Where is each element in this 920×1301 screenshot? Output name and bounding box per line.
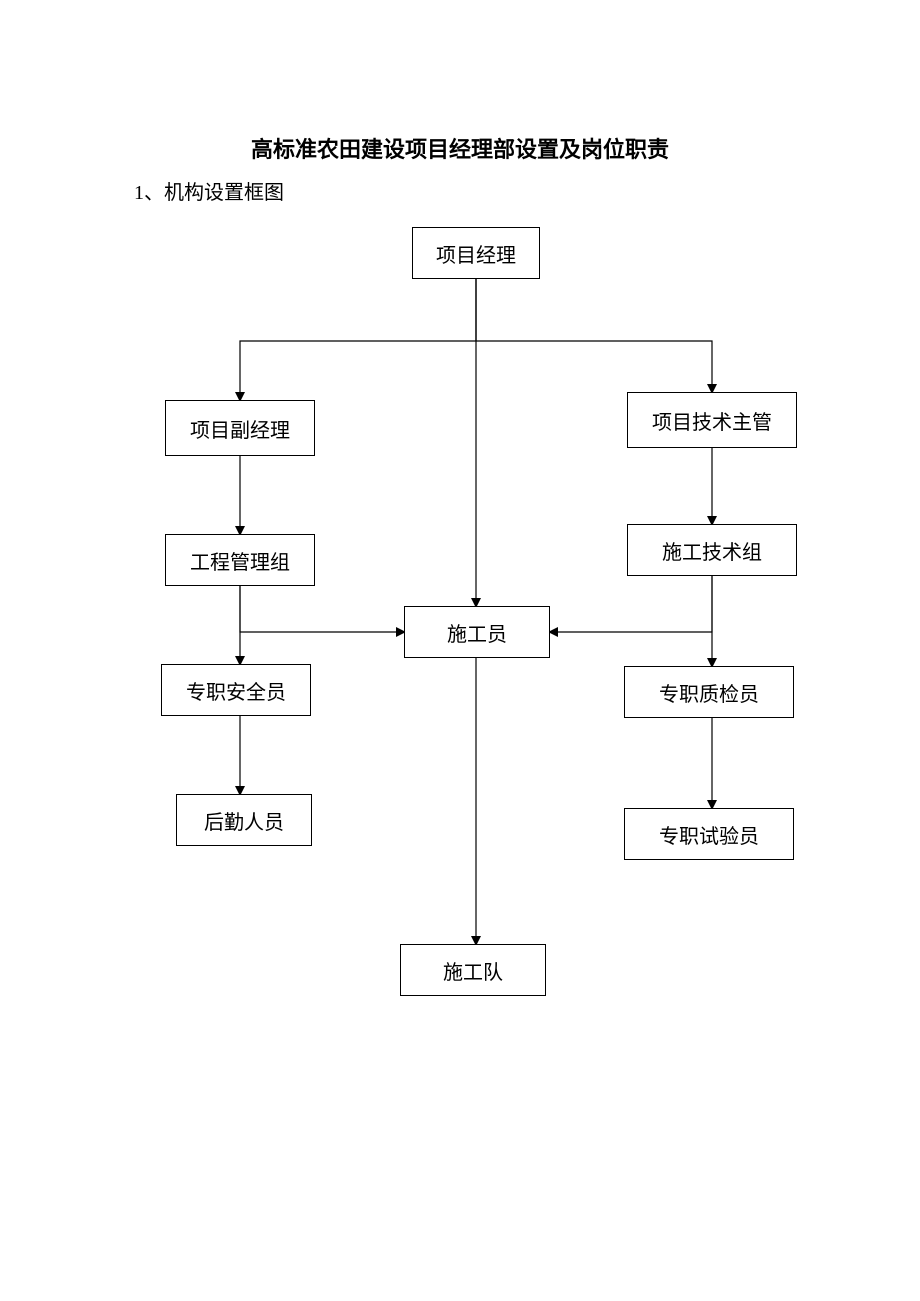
node-logistics: 后勤人员 <box>176 794 312 846</box>
edge-pm-tech_lead <box>476 279 712 392</box>
edge-eng_mgmt-constructor_left <box>240 586 404 632</box>
node-tester: 专职试验员 <box>624 808 794 860</box>
node-tech_grp: 施工技术组 <box>627 524 797 576</box>
node-pm: 项目经理 <box>412 227 540 279</box>
node-team: 施工队 <box>400 944 546 996</box>
page-title: 高标准农田建设项目经理部设置及岗位职责 <box>0 132 920 164</box>
edge-pm-deputy <box>240 279 476 400</box>
node-qc: 专职质检员 <box>624 666 794 718</box>
edge-tech_grp-constructor_right <box>550 576 712 632</box>
node-constructor: 施工员 <box>404 606 550 658</box>
node-eng_mgmt: 工程管理组 <box>165 534 315 586</box>
node-deputy: 项目副经理 <box>165 400 315 456</box>
node-tech_lead: 项目技术主管 <box>627 392 797 448</box>
node-safety: 专职安全员 <box>161 664 311 716</box>
section-heading: 1、机构设置框图 <box>134 176 284 205</box>
